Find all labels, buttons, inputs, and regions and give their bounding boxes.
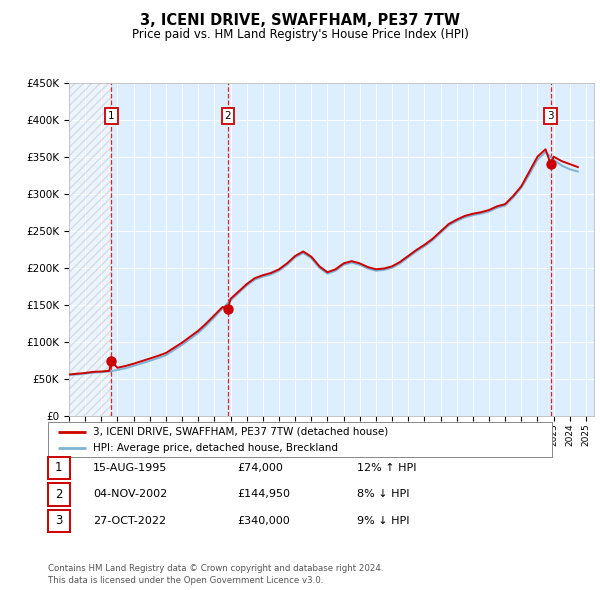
Text: 8% ↓ HPI: 8% ↓ HPI: [357, 490, 409, 499]
Text: 27-OCT-2022: 27-OCT-2022: [93, 516, 166, 526]
Text: 3: 3: [55, 514, 62, 527]
Text: 15-AUG-1995: 15-AUG-1995: [93, 463, 167, 473]
Text: 3, ICENI DRIVE, SWAFFHAM, PE37 7TW (detached house): 3, ICENI DRIVE, SWAFFHAM, PE37 7TW (deta…: [94, 427, 389, 437]
Text: Price paid vs. HM Land Registry's House Price Index (HPI): Price paid vs. HM Land Registry's House …: [131, 28, 469, 41]
Text: 2: 2: [55, 488, 62, 501]
Bar: [69, 83, 112, 416]
Text: £144,950: £144,950: [237, 490, 290, 499]
Text: 2: 2: [224, 111, 231, 121]
Text: HPI: Average price, detached house, Breckland: HPI: Average price, detached house, Brec…: [94, 443, 338, 453]
Text: £340,000: £340,000: [237, 516, 290, 526]
Text: 3: 3: [547, 111, 554, 121]
Text: 04-NOV-2002: 04-NOV-2002: [93, 490, 167, 499]
Text: 9% ↓ HPI: 9% ↓ HPI: [357, 516, 409, 526]
Text: 1: 1: [108, 111, 115, 121]
Text: £74,000: £74,000: [237, 463, 283, 473]
Text: 1: 1: [55, 461, 62, 474]
Text: Contains HM Land Registry data © Crown copyright and database right 2024.
This d: Contains HM Land Registry data © Crown c…: [48, 565, 383, 585]
Text: 3, ICENI DRIVE, SWAFFHAM, PE37 7TW: 3, ICENI DRIVE, SWAFFHAM, PE37 7TW: [140, 13, 460, 28]
Text: 12% ↑ HPI: 12% ↑ HPI: [357, 463, 416, 473]
